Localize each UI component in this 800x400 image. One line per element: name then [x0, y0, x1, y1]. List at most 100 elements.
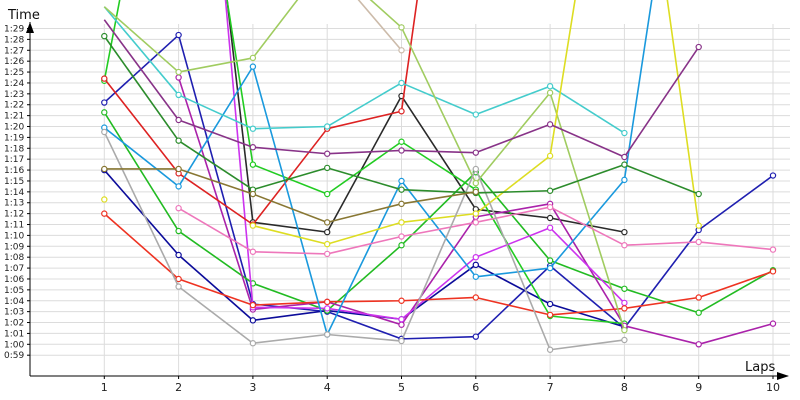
data-point: [175, 165, 182, 173]
x-tick-label: 1: [101, 381, 108, 394]
data-point: [398, 316, 405, 323]
x-tick-label: 10: [766, 381, 780, 394]
y-tick-label: 1:08: [4, 253, 24, 263]
series-line: [103, 111, 774, 314]
data-point: [175, 183, 182, 190]
series-line: [103, 34, 774, 340]
series-line: [103, 169, 625, 328]
x-axis-arrow: [777, 372, 789, 380]
data-point: [398, 233, 405, 240]
y-tick-label: 1:24: [4, 79, 24, 89]
data-point: [101, 128, 108, 136]
series-9: [101, 210, 777, 319]
data-point: [101, 196, 108, 203]
y-tick-label: 1:06: [4, 275, 24, 285]
data-point: [249, 340, 257, 347]
series-11: [103, 6, 628, 137]
data-point: [621, 161, 628, 168]
y-tick-label: 1:02: [4, 319, 24, 329]
data-point: [695, 43, 702, 51]
data-point: [398, 79, 405, 87]
data-point: [324, 164, 331, 172]
data-point: [398, 147, 405, 154]
y-tick-label: 1:13: [4, 199, 24, 209]
data-point: [621, 228, 628, 236]
y-tick-labels: 0:591:001:011:021:031:041:051:061:071:08…: [4, 25, 30, 361]
x-tick-label: 5: [398, 381, 405, 394]
y-tick-label: 1:17: [4, 155, 24, 165]
axes: [26, 22, 789, 380]
data-point: [621, 176, 628, 184]
series-17: [103, 19, 702, 161]
data-point: [249, 190, 257, 198]
y-tick-label: 1:00: [4, 340, 24, 350]
data-point: [175, 116, 182, 124]
y-tick-label: 1:20: [4, 123, 24, 133]
data-point: [249, 63, 257, 70]
y-tick-label: 1:05: [4, 286, 24, 296]
data-point: [175, 74, 182, 81]
series-line: [103, 0, 418, 226]
data-point: [398, 47, 405, 54]
x-axis-title: Laps: [745, 360, 775, 375]
data-point: [398, 337, 405, 345]
x-tick-label: 3: [249, 381, 256, 394]
data-point: [324, 250, 331, 258]
data-point: [398, 200, 405, 208]
data-point: [101, 109, 108, 116]
data-point: [101, 75, 108, 82]
x-tick-label: 9: [695, 381, 702, 394]
y-tick-label: 1:01: [4, 329, 24, 339]
data-point: [324, 190, 331, 198]
data-point: [472, 179, 479, 187]
data-point: [249, 161, 257, 168]
data-point: [324, 240, 331, 248]
data-point: [249, 317, 257, 324]
y-tick-label: 0:59: [4, 351, 24, 361]
data-point: [249, 222, 257, 229]
data-point: [472, 273, 479, 280]
data-point: [398, 242, 405, 249]
data-point: [249, 144, 257, 151]
series-line: [103, 213, 774, 316]
data-point: [621, 285, 628, 292]
data-point: [472, 165, 479, 173]
y-tick-label: 1:28: [4, 35, 24, 45]
data-point: [621, 129, 628, 137]
data-point: [546, 346, 554, 353]
data-point: [472, 210, 479, 217]
data-point: [621, 326, 628, 334]
data-point: [324, 305, 331, 312]
data-point: [324, 219, 331, 226]
data-point: [546, 152, 554, 160]
data-point: [546, 83, 554, 90]
data-point: [101, 165, 108, 173]
series-line: [357, 0, 403, 51]
y-tick-label: 1:03: [4, 308, 24, 318]
y-tick-label: 1:23: [4, 90, 24, 100]
y-axis-arrow: [26, 22, 34, 33]
x-tick-label: 6: [472, 381, 479, 394]
data-point: [324, 150, 331, 157]
data-point: [472, 219, 479, 226]
series-2: [101, 31, 777, 343]
y-tick-label: 1:07: [4, 264, 24, 274]
y-tick-label: 1:29: [4, 25, 24, 35]
data-point: [101, 210, 108, 217]
data-point: [249, 301, 257, 309]
data-point: [546, 187, 554, 194]
data-point: [175, 283, 182, 290]
y-tick-label: 1:15: [4, 177, 24, 187]
x-tick-labels: 1 2 3 4 5 6 7 8 9 10: [101, 376, 780, 394]
y-tick-label: 1:19: [4, 133, 24, 143]
data-point: [769, 268, 777, 275]
data-point: [472, 333, 479, 340]
y-tick-label: 1:22: [4, 101, 24, 111]
data-point: [546, 89, 554, 96]
data-point: [695, 222, 702, 229]
data-point: [398, 138, 405, 145]
data-point: [398, 219, 405, 226]
series: [101, 0, 777, 353]
y-tick-label: 1:25: [4, 68, 24, 78]
